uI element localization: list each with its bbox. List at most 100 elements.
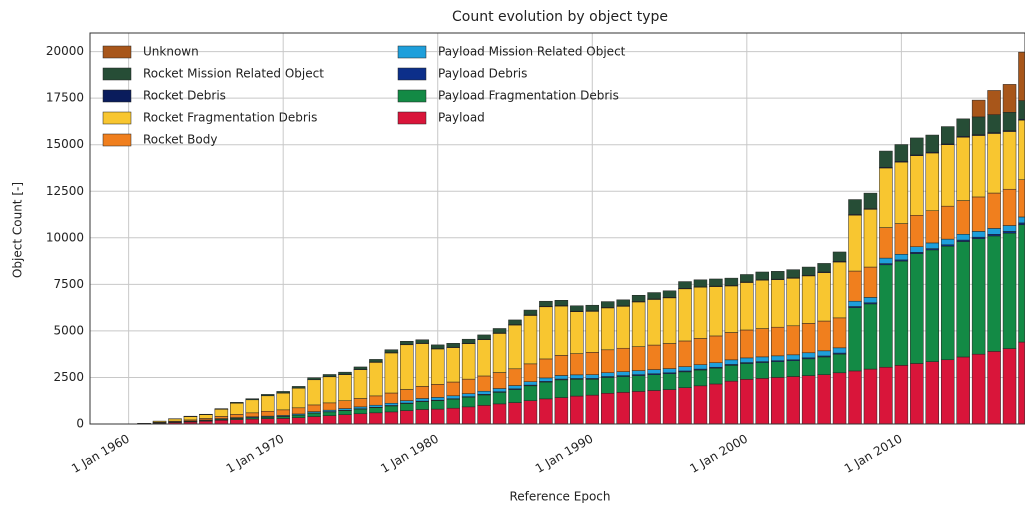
bar-segment — [631, 346, 646, 371]
bar-segment — [338, 408, 352, 411]
bar-segment — [987, 90, 1001, 115]
bar-segment — [940, 359, 955, 424]
bar-segment — [848, 199, 862, 215]
bar-segment — [554, 355, 569, 376]
bar-segment — [616, 376, 630, 393]
bar-segment — [461, 396, 476, 408]
bar-segment — [940, 245, 955, 361]
bar-segment — [539, 377, 553, 382]
bar-segment — [353, 406, 368, 409]
bar-segment — [276, 409, 290, 416]
bar-segment — [600, 393, 615, 424]
bar-segment — [863, 192, 878, 209]
bar-segment — [662, 290, 677, 298]
bar-segment — [245, 412, 260, 417]
bar-segment — [770, 361, 785, 378]
bar-segment — [801, 323, 816, 354]
bar-segment — [832, 372, 847, 424]
bar-segment — [647, 344, 661, 370]
bar-segment — [879, 366, 893, 424]
bar-segment — [817, 320, 831, 352]
bar-segment — [539, 306, 553, 360]
bar-segment — [740, 357, 754, 363]
bar-segment — [786, 269, 800, 278]
bar-segment — [956, 118, 970, 137]
bar-segment — [801, 375, 816, 424]
bar-segment — [709, 286, 723, 337]
bar-segment — [585, 311, 600, 353]
bar-segment — [523, 400, 538, 424]
bar-segment — [631, 294, 646, 302]
bar-segment — [276, 418, 290, 424]
bar-segment — [276, 391, 290, 394]
bar-segment — [956, 356, 970, 424]
bar-segment — [477, 375, 491, 392]
bar-segment — [260, 395, 275, 412]
bar-segment — [415, 386, 430, 399]
bar-segment — [400, 344, 414, 390]
bar-segment — [291, 414, 306, 418]
bar-segment — [678, 288, 692, 342]
bar-segment — [848, 370, 862, 424]
bar-segment — [570, 374, 584, 379]
bar-segment — [740, 282, 754, 331]
bar-segment — [971, 99, 986, 118]
bar-segment — [430, 400, 445, 410]
bar-segment — [925, 361, 940, 424]
bar-segment — [925, 242, 940, 249]
bar-segment — [910, 137, 924, 156]
bar-segment — [755, 271, 770, 280]
legend-swatch — [102, 111, 132, 125]
bar-segment — [709, 362, 723, 368]
bar-segment — [879, 150, 893, 168]
bar-segment — [848, 307, 862, 372]
legend-swatch — [397, 111, 427, 125]
bar-segment — [879, 264, 893, 368]
legend-label: Unknown — [143, 45, 199, 59]
bar-segment — [369, 404, 383, 408]
bar-segment — [786, 354, 800, 361]
legend-swatch — [102, 45, 132, 59]
bar-segment — [1018, 341, 1025, 424]
bar-segment — [307, 412, 321, 417]
bar-segment — [956, 200, 970, 235]
bar-segment — [863, 368, 878, 424]
y-tick-label: 20000 — [46, 44, 84, 58]
bars — [137, 51, 1025, 424]
bar-segment — [631, 370, 646, 375]
bar-segment — [230, 419, 244, 424]
bar-segment — [554, 305, 569, 356]
bar-segment — [523, 385, 538, 401]
x-tick-label: 1 Jan 2000 — [687, 432, 750, 476]
bar-segment — [1018, 119, 1025, 180]
bar-segment — [940, 238, 955, 246]
bar-segment — [322, 376, 337, 404]
bar-segment — [492, 333, 507, 373]
bar-segment — [894, 254, 909, 261]
bar-segment — [693, 286, 708, 339]
x-tick-label: 1 Jan 1960 — [69, 432, 132, 476]
bar-segment — [245, 418, 260, 424]
bar-segment — [461, 378, 476, 394]
bar-segment — [910, 253, 924, 364]
bar-segment — [709, 278, 723, 287]
bar-segment — [631, 391, 646, 424]
bar-segment — [369, 412, 383, 424]
bar-segment — [740, 379, 754, 424]
bar-segment — [384, 405, 399, 413]
bar-segment — [709, 383, 723, 424]
bar-segment — [245, 399, 260, 414]
bar-segment — [492, 388, 507, 392]
bar-segment — [801, 358, 816, 376]
bar-segment — [693, 369, 708, 387]
bar-segment — [291, 407, 306, 415]
bar-segment — [492, 328, 507, 334]
bar-segment — [987, 114, 1001, 133]
bar-segment — [400, 400, 414, 404]
bar-segment — [678, 371, 692, 388]
bar-segment — [1002, 112, 1017, 131]
bar-segment — [724, 285, 739, 333]
bar-segment — [801, 275, 816, 324]
bar-segment — [430, 344, 445, 349]
bar-segment — [631, 301, 646, 347]
